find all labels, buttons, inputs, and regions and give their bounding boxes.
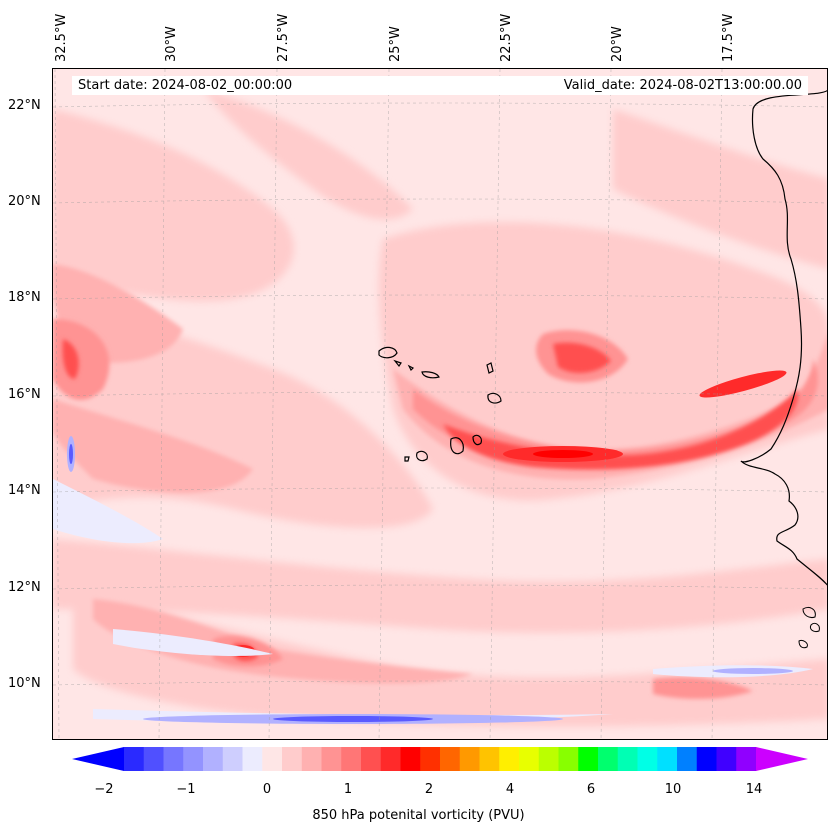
lat-label: 22°N (8, 98, 41, 113)
colorbar-cell (380, 747, 401, 771)
colorbar-tick: 14 (745, 782, 763, 797)
lon-label: 20°W (610, 26, 625, 62)
colorbar-tick: 1 (343, 782, 353, 797)
lon-label: 30°W (164, 26, 179, 62)
colorbar-cell (361, 747, 382, 771)
colorbar-cell (479, 747, 500, 771)
colorbar (72, 747, 808, 771)
colorbar-tick: 6 (586, 782, 596, 797)
colorbar-tick: 0 (262, 782, 272, 797)
colorbar-cell (124, 747, 145, 771)
colorbar-cell (440, 747, 461, 771)
lon-label: 32.5°W (54, 13, 69, 62)
colorbar-cell (617, 747, 638, 771)
colorbar-tick: 4 (505, 782, 515, 797)
colorbar-cell (716, 747, 737, 771)
colorbar-cell (321, 747, 342, 771)
colorbar-cell (262, 747, 283, 771)
pv-field (53, 69, 827, 739)
lat-label: 20°N (8, 194, 41, 209)
colorbar-tick: −2 (94, 782, 114, 797)
colorbar-cell (519, 747, 540, 771)
lon-label: 22.5°W (499, 13, 514, 62)
colorbar-cell (736, 747, 757, 771)
colorbar-cell (657, 747, 678, 771)
colorbar-cell (400, 747, 421, 771)
colorbar-tick: 2 (424, 782, 434, 797)
colorbar-cell (163, 747, 184, 771)
lon-label: 25°W (388, 26, 403, 62)
colorbar-cell (242, 747, 263, 771)
colorbar-cell (341, 747, 362, 771)
colorbar-cell (578, 747, 599, 771)
start-date-label: Start date: 2024-08-02_00:00:00 (78, 78, 293, 93)
colorbar-cell (637, 747, 658, 771)
lat-label: 14°N (8, 483, 41, 498)
colorbar-cell (301, 747, 322, 771)
colorbar-cell (143, 747, 164, 771)
colorbar-cell (538, 747, 559, 771)
colorbar-cell (183, 747, 204, 771)
colorbar-max-arrow (756, 747, 808, 771)
colorbar-cell (203, 747, 224, 771)
colorbar-cell (677, 747, 698, 771)
colorbar-cell (282, 747, 303, 771)
colorbar-min-arrow (72, 747, 124, 771)
colorbar-tick: −1 (176, 782, 196, 797)
lat-label: 18°N (8, 290, 41, 305)
colorbar-cell (420, 747, 441, 771)
lat-label: 16°N (8, 387, 41, 402)
colorbar-label: 850 hPa potenital vorticity (PVU) (312, 808, 525, 823)
lon-label: 17.5°W (721, 13, 736, 62)
colorbar-cell (598, 747, 619, 771)
lat-label: 10°N (8, 676, 41, 691)
colorbar-cell (222, 747, 243, 771)
colorbar-cell (696, 747, 717, 771)
lat-label: 12°N (8, 580, 41, 595)
colorbar-tick: 10 (664, 782, 682, 797)
valid-date-label: Valid_date: 2024-08-02T13:00:00.00 (563, 78, 802, 93)
colorbar-cell (558, 747, 579, 771)
colorbar-cell (499, 747, 520, 771)
colorbar-cell (459, 747, 480, 771)
lon-label: 27.5°W (276, 13, 291, 62)
info-bar: Start date: 2024-08-02_00:00:00 Valid_da… (72, 76, 808, 95)
potential-vorticity-map (52, 68, 828, 740)
